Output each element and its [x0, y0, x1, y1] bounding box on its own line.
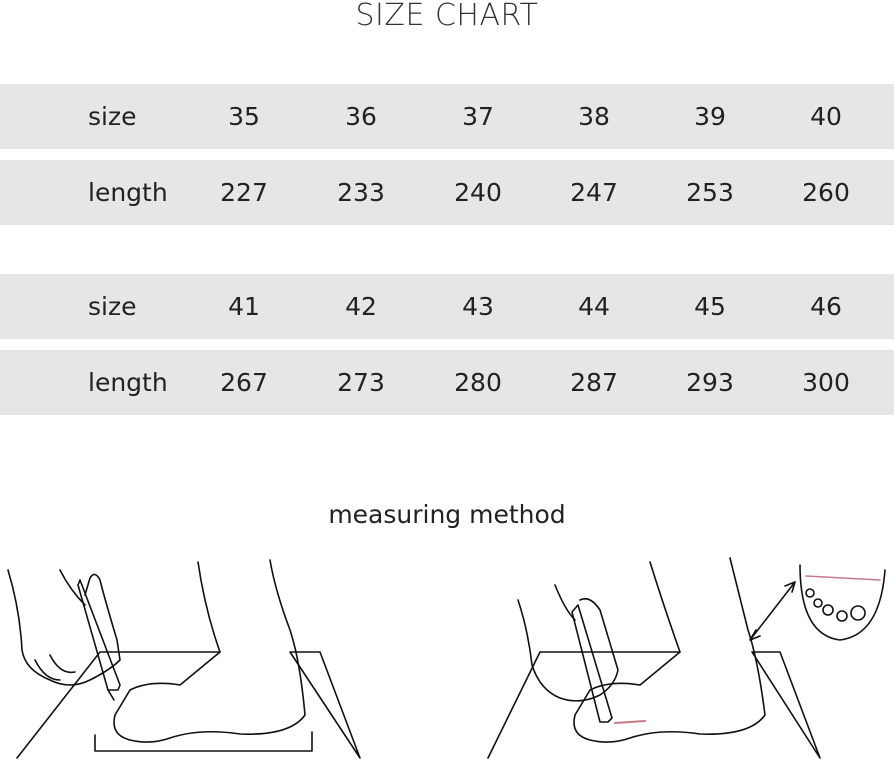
table-cell: 233 [337, 178, 385, 207]
left-foot-tracing-illustration [7, 559, 361, 759]
table-cell: 247 [570, 178, 618, 207]
table-cell: 44 [578, 292, 610, 321]
table-row: length 267 273 280 287 293 300 [0, 350, 894, 415]
table-cell: 41 [228, 292, 260, 321]
table-cell: 253 [686, 178, 734, 207]
table-cell: 37 [462, 102, 494, 131]
table-row: length 227 233 240 247 253 260 [0, 160, 894, 225]
table-cell: 227 [220, 178, 268, 207]
measuring-method-heading: measuring method [328, 500, 566, 529]
row-label: size [88, 102, 137, 131]
table-cell: 39 [694, 102, 726, 131]
table-cell: 35 [228, 102, 260, 131]
page-title: SIZE CHART [355, 0, 539, 33]
table-cell: 40 [810, 102, 842, 131]
table-cell: 300 [802, 368, 850, 397]
table-cell: 43 [462, 292, 494, 321]
row-label: size [88, 292, 137, 321]
measuring-illustration [7, 557, 886, 759]
row-label: length [88, 368, 168, 397]
table-cell: 293 [686, 368, 734, 397]
table-cell: 260 [802, 178, 850, 207]
table-cell: 240 [454, 178, 502, 207]
table-cell: 267 [220, 368, 268, 397]
table-cell: 38 [578, 102, 610, 131]
table-cell: 46 [810, 292, 842, 321]
table-cell: 36 [345, 102, 377, 131]
table-cell: 287 [570, 368, 618, 397]
row-label: length [88, 178, 168, 207]
table-cell: 280 [454, 368, 502, 397]
right-foot-measuring-illustration [487, 557, 886, 759]
table-cell: 42 [345, 292, 377, 321]
table-row: size 35 36 37 38 39 40 [0, 84, 894, 149]
table-cell: 45 [694, 292, 726, 321]
table-row: size 41 42 43 44 45 46 [0, 274, 894, 339]
table-cell: 273 [337, 368, 385, 397]
